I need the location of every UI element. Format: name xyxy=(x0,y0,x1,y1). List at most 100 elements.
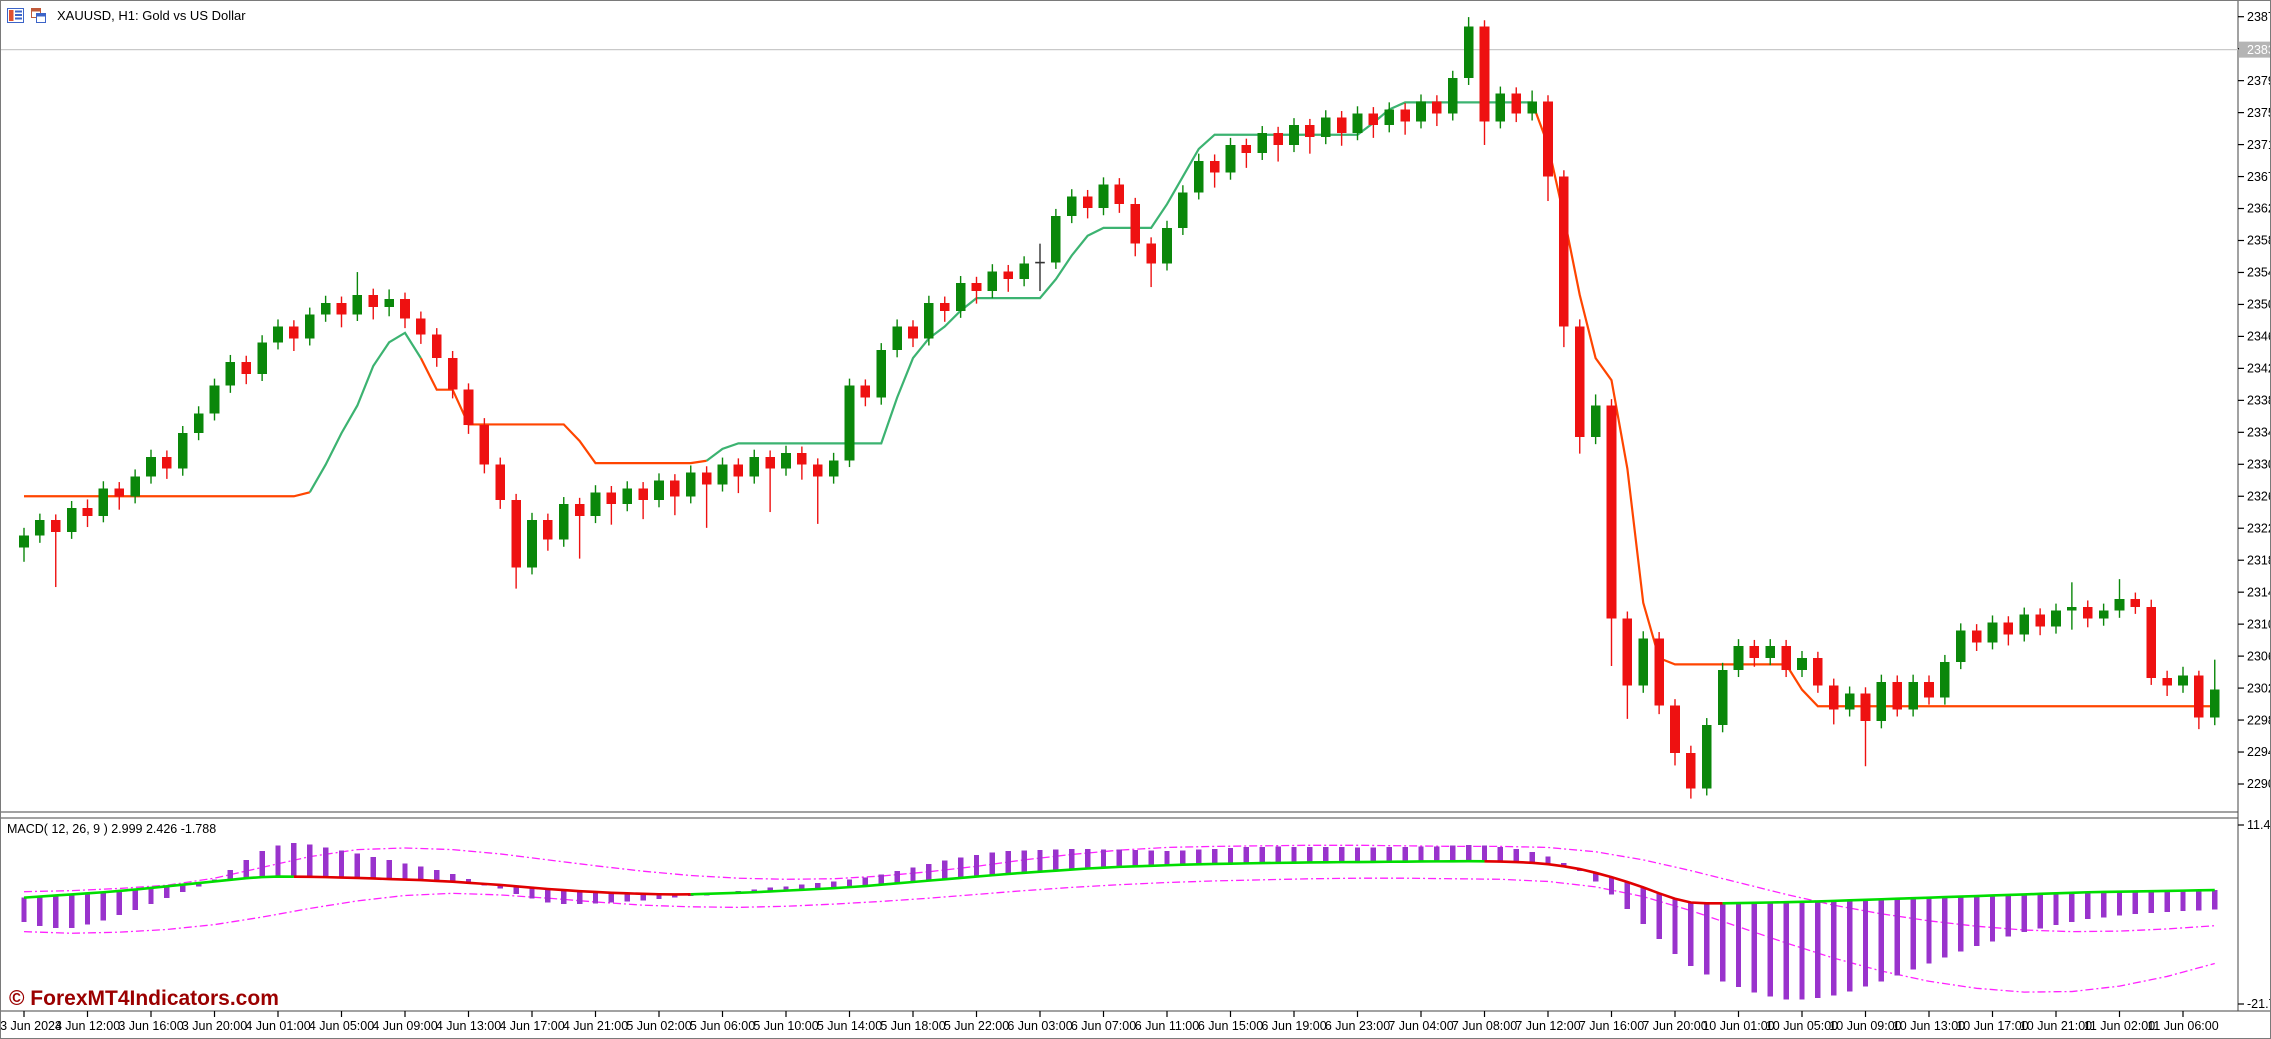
macd-histogram-bar xyxy=(1799,901,1805,1000)
chart-titlebar[interactable]: XAUUSD, H1: Gold vs US Dollar xyxy=(7,5,246,25)
macd-histogram-bar xyxy=(2180,890,2186,912)
candle-body xyxy=(2194,675,2204,718)
macd-histogram-bar xyxy=(465,879,472,883)
macd-histogram-bar xyxy=(1592,872,1599,882)
macd-histogram-bar xyxy=(1116,849,1123,867)
candle-body xyxy=(1590,405,1601,438)
macd-histogram-bar xyxy=(68,894,75,928)
candle-body xyxy=(1828,685,1839,710)
price-tick-label: 2338.65 xyxy=(2247,394,2271,408)
candle-body xyxy=(733,464,744,477)
macd-histogram-bar xyxy=(386,860,392,880)
macd-histogram-bar xyxy=(1084,849,1091,869)
macd-histogram-bar xyxy=(1735,903,1742,988)
macd-histogram-bar xyxy=(1370,847,1377,862)
candle-body xyxy=(812,464,823,477)
macd-histogram-bar xyxy=(1164,851,1170,866)
candle-body xyxy=(2162,677,2172,686)
candle-body xyxy=(431,334,442,359)
time-tick-label: 4 Jun 13:00 xyxy=(436,1019,501,1033)
macd-histogram-bar xyxy=(672,894,678,898)
candle-body xyxy=(638,488,648,501)
macd-histogram-bar xyxy=(815,883,821,890)
candle-body xyxy=(892,326,902,351)
macd-histogram-bar xyxy=(624,893,630,902)
macd-histogram-bar xyxy=(2196,890,2202,911)
candle-body xyxy=(2035,614,2045,627)
candle-body xyxy=(717,464,728,485)
candle-body xyxy=(98,488,109,516)
macd-histogram-bar xyxy=(1926,897,1932,964)
time-tick-label: 5 Jun 14:00 xyxy=(817,1019,882,1033)
price-tick-label: 2330.55 xyxy=(2247,457,2271,471)
macd-histogram-bar xyxy=(1513,849,1519,863)
candle-body xyxy=(543,519,553,540)
macd-min-label: -21.707 xyxy=(2247,997,2271,1011)
candle-body xyxy=(2146,606,2157,678)
candle-body xyxy=(1130,204,1141,244)
restore-window-icon[interactable] xyxy=(30,7,47,23)
candle-body xyxy=(1908,681,1918,710)
macd-histogram-bar xyxy=(1672,898,1678,954)
macd-histogram-bar xyxy=(2021,894,2027,933)
macd-histogram-bar xyxy=(576,891,583,905)
candle-body xyxy=(1019,263,1029,280)
candle-body xyxy=(1686,752,1696,789)
macd-lower-band xyxy=(23,877,2215,993)
time-tick-label: 11 Jun 02:00 xyxy=(2084,1019,2155,1033)
current-price-badge xyxy=(2239,41,2270,58)
time-tick-label: 10 Jun 09:00 xyxy=(1829,1019,1901,1033)
macd-histogram-bar xyxy=(1561,863,1567,867)
price-tick-label: 2379.15 xyxy=(2247,74,2271,88)
candle-body xyxy=(860,385,871,398)
macd-histogram-bar xyxy=(1783,902,1789,1000)
macd-histogram-bar xyxy=(1846,900,1853,992)
price-tick-label: 2318.40 xyxy=(2247,553,2271,567)
time-tick-label: 7 Jun 16:00 xyxy=(1579,1019,1644,1033)
candle-body xyxy=(162,456,172,469)
macd-histogram-bar xyxy=(418,866,424,881)
time-tick-label: 7 Jun 12:00 xyxy=(1515,1019,1580,1033)
macd-histogram-bar xyxy=(37,896,43,927)
candle-body xyxy=(1955,630,1966,663)
macd-histogram-bar xyxy=(2037,893,2043,929)
candle-body xyxy=(1511,93,1522,114)
macd-histogram-bar xyxy=(1243,847,1250,864)
price-tick-label: 2290.05 xyxy=(2247,777,2271,791)
macd-histogram-bar xyxy=(1148,850,1154,866)
macd-histogram-bar xyxy=(862,877,869,887)
candle-body xyxy=(2130,598,2141,607)
macd-histogram-bar xyxy=(84,893,91,925)
candle-body xyxy=(1892,681,1903,710)
candle-body xyxy=(400,298,410,319)
time-tick-label: 4 Jun 09:00 xyxy=(372,1019,437,1033)
macd-histogram-bar xyxy=(132,889,138,911)
candle-body xyxy=(1479,26,1490,122)
candle-body xyxy=(1860,693,1871,722)
macd-histogram-bar xyxy=(2148,891,2154,913)
candle-body xyxy=(257,342,267,374)
candle-body xyxy=(368,294,379,307)
candle-body xyxy=(304,314,315,339)
macd-histogram-bar xyxy=(1815,901,1821,999)
candle-body xyxy=(1289,125,1299,145)
price-tick-label: 2375.10 xyxy=(2247,106,2271,120)
chart-list-icon[interactable] xyxy=(7,7,24,23)
candle-body xyxy=(1606,405,1617,619)
macd-histogram-bar xyxy=(1608,877,1615,895)
macd-histogram-bar xyxy=(2069,892,2075,922)
candle-body xyxy=(1305,125,1315,138)
candle-body xyxy=(654,480,664,501)
candle-body xyxy=(685,472,696,497)
macd-histogram-bar xyxy=(307,844,313,877)
candle-body xyxy=(781,452,791,469)
candle-body xyxy=(1670,705,1680,753)
macd-histogram-bar xyxy=(1275,846,1281,863)
candle-body xyxy=(273,326,283,343)
time-tick-label: 10 Jun 21:00 xyxy=(2020,1019,2092,1033)
macd-histogram-bar xyxy=(2212,890,2218,910)
candle-body xyxy=(1781,646,1791,670)
